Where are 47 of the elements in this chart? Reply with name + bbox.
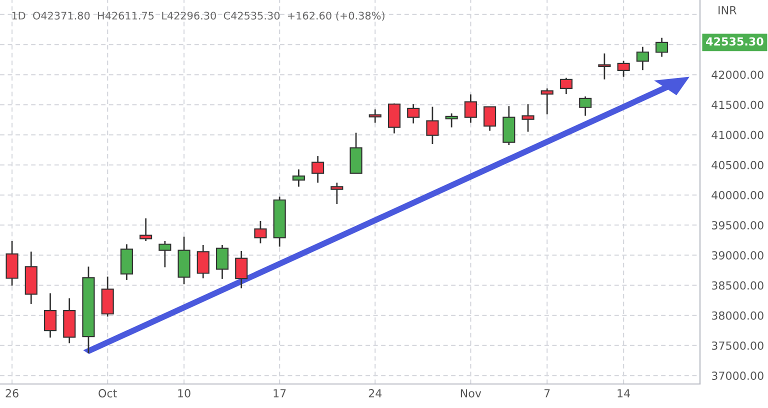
candlestick: [388, 102, 401, 134]
y-tick-label: 37000.00: [712, 372, 764, 380]
candlestick: [655, 37, 668, 58]
candlestick: [426, 106, 439, 145]
x-tick-label: Oct: [98, 389, 117, 398]
candlestick: [140, 218, 152, 242]
candlestick: [292, 168, 305, 188]
candlestick: [617, 60, 630, 78]
x-tick-label: Nov: [460, 389, 482, 398]
x-tick-label: 24: [368, 389, 382, 398]
x-tick-label: 26: [6, 389, 18, 398]
y-tick-label: 42000.00: [712, 70, 764, 80]
candlestick: [464, 94, 477, 124]
candlestick: [196, 244, 210, 279]
y-tick-label: 41000.00: [712, 130, 764, 140]
candlestick: [484, 106, 496, 132]
y-tick-label: 37500.00: [712, 341, 764, 350]
candlestick: [254, 220, 267, 244]
candlestick: [598, 52, 611, 80]
candlestick: [368, 108, 382, 124]
y-tick-label: 40500.00: [712, 160, 764, 170]
x-tick-label: 7: [544, 389, 550, 398]
candlestick: [445, 112, 458, 128]
candlestick: [522, 103, 534, 132]
y-tick-label: 40000.00: [712, 190, 764, 200]
y-axis-title: INR: [718, 6, 736, 14]
candlestick: [312, 155, 324, 184]
candlestick: [158, 240, 172, 268]
candlestick: [579, 96, 592, 116]
x-tick-label: 14: [618, 389, 630, 398]
candlestick: [235, 250, 248, 289]
y-tick-label: 39000.00: [712, 251, 764, 260]
y-tick-label: 41500.00: [712, 100, 764, 110]
x-tick-label: 17: [274, 389, 286, 398]
candlestick: [540, 88, 554, 116]
candlestick: [636, 46, 649, 71]
text: 1D O42371.80 H42611.75 L42296.30 C42535.30 +162.60 (+0.38%): [12, 12, 384, 21]
y-tick-label: 39500.00: [712, 221, 764, 230]
x-tick-label: 10: [178, 389, 190, 398]
y-tick-label: 38000.00: [712, 311, 764, 320]
y-tick-label: 38500.00: [712, 281, 764, 290]
candlestick: [216, 244, 229, 280]
candlestick: [330, 182, 344, 205]
text: 42535.30: [706, 37, 764, 46]
candlestick: [44, 292, 57, 338]
candlestick: [407, 103, 420, 124]
candlestick: [560, 77, 573, 95]
